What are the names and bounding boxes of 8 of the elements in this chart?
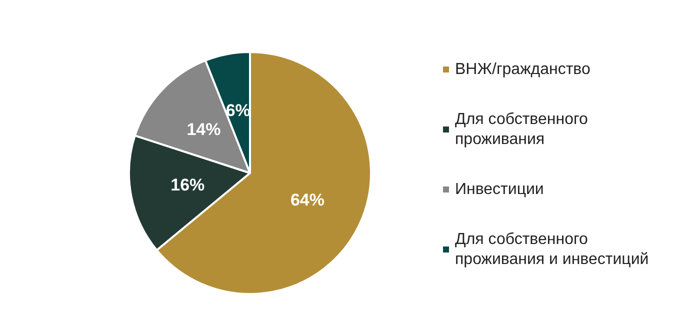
legend-label: Для собственного проживания <box>455 111 588 148</box>
data-label: 16% <box>170 175 205 194</box>
data-label: 14% <box>186 120 221 140</box>
data-label: 6% <box>226 101 250 120</box>
data-label: 64% <box>290 190 324 210</box>
legend-label: ВНЖ/гражданство <box>455 61 590 78</box>
legend-label: Для собственного проживания и инвестиций <box>455 231 649 268</box>
legend-label: Инвестиции <box>455 181 544 198</box>
